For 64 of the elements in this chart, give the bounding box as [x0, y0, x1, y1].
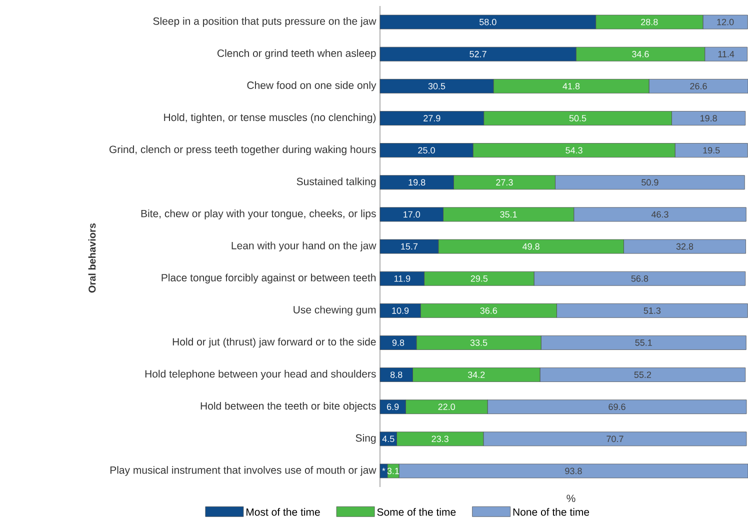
y-tick-label: Sing [356, 434, 376, 444]
data-label: 51.3 [644, 307, 661, 314]
data-label: 46.3 [651, 211, 668, 218]
y-tick-label: Sustained talking [296, 177, 376, 188]
data-label: 49.8 [522, 243, 540, 250]
data-label: 11.9 [394, 275, 410, 282]
data-label: 69.6 [608, 404, 626, 410]
data-label: 12.0 [717, 18, 734, 26]
data-label: 58.0 [480, 18, 496, 26]
data-label: 32.8 [676, 243, 694, 250]
data-label: 34.6 [632, 50, 649, 58]
data-label: 27.3 [496, 179, 513, 186]
data-label: * [382, 468, 386, 472]
x-axis-title: % [566, 494, 576, 502]
data-label: 11.4 [718, 51, 734, 58]
y-tick-label: Hold or jut (thrust) jaw forward or to the side [172, 338, 376, 348]
data-label: 54.3 [566, 147, 582, 154]
data-label: 70.7 [606, 436, 624, 442]
data-label: 19.8 [700, 115, 717, 122]
y-tick-label: Sleep in a position that puts pressure on the jaw [153, 17, 376, 27]
data-label: 29.5 [470, 275, 488, 282]
y-tick-label: Play musical instrument that involves use of mouth or jaw [110, 466, 376, 476]
y-tick-label: Grind, clench or press teeth together during waking hours [110, 145, 376, 156]
data-label: 41.8 [562, 82, 580, 90]
data-label: 52.7 [470, 50, 486, 58]
data-label: 55.1 [635, 340, 652, 346]
data-label: 50.5 [569, 115, 586, 122]
data-label: 23.3 [432, 436, 448, 442]
data-label: 6.9 [387, 404, 399, 410]
data-label: 10.9 [392, 307, 409, 314]
data-label: 56.8 [631, 275, 648, 282]
data-label: 34.2 [468, 372, 485, 378]
y-tick-label: Clench or grind teeth when asleep [217, 49, 376, 59]
legend-label: None of the time [513, 508, 590, 516]
data-label: 27.9 [424, 115, 440, 122]
data-label: 15.7 [401, 243, 418, 250]
data-label: 4.5 [382, 436, 394, 442]
data-label: 22.0 [438, 404, 456, 410]
y-axis-title: Oral behaviors [88, 223, 96, 293]
y-tick-label: Place tongue forcibly against or between teeth [162, 274, 376, 284]
data-label: 30.5 [428, 82, 446, 90]
data-label: 19.5 [703, 147, 720, 154]
y-tick-label: Lean with your hand on the jaw [232, 242, 376, 252]
data-label: 25.0 [418, 147, 435, 154]
y-tick-label: Hold, tighten, or tense muscles (no clenching) [164, 113, 376, 124]
y-tick-label: Hold telephone between your head and shoulders [145, 370, 376, 380]
data-label: 19.8 [408, 179, 426, 186]
data-label: 9.8 [392, 340, 404, 346]
data-label: 35.1 [500, 211, 517, 218]
data-label: 36.6 [480, 307, 498, 314]
y-tick-label: Hold between the teeth or bite objects [200, 402, 376, 412]
y-tick-label: Use chewing gum [294, 306, 376, 316]
data-label: 55.2 [634, 372, 651, 378]
data-label: 8.8 [390, 372, 402, 378]
data-label: 33.5 [470, 340, 488, 346]
y-tick-label: Chew food on one side only [247, 81, 376, 92]
legend-label: Some of the time [377, 508, 456, 516]
y-tick-label: Bite, chew or play with your tongue, cheeks, or lips [141, 210, 376, 220]
data-label: 93.8 [565, 468, 582, 474]
data-label: 28.8 [641, 18, 658, 26]
data-label: 17.0 [404, 211, 420, 218]
legend-label: Most of the time [246, 508, 320, 516]
data-label: 26.6 [690, 82, 707, 90]
data-label: 50.9 [642, 179, 658, 186]
